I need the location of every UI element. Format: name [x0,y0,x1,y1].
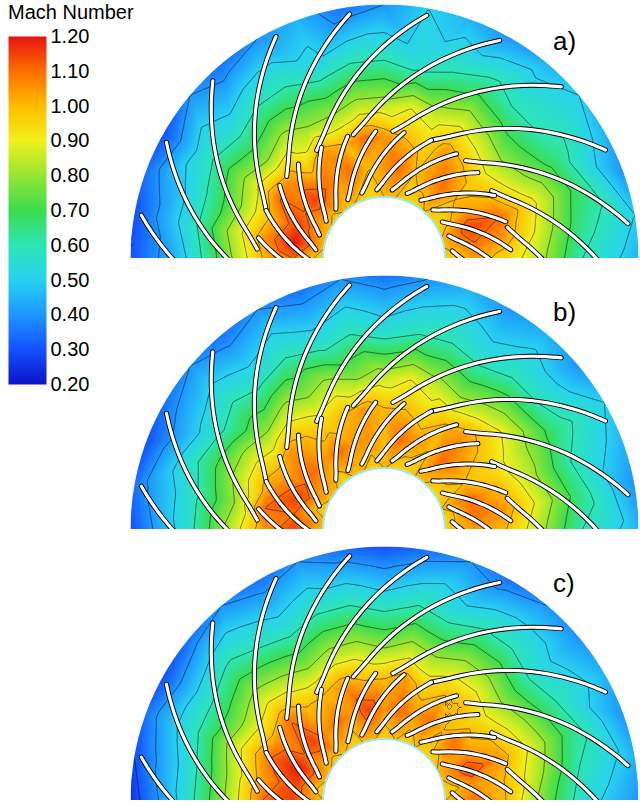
svg-text:0.50: 0.50 [51,269,90,291]
html-text:b): b) [553,297,577,327]
html-text:a): a) [553,26,577,56]
svg-text:0.30: 0.30 [51,338,90,360]
svg-text:0.80: 0.80 [51,164,90,186]
html-text:Mach Number: Mach Number [8,1,134,23]
svg-text:0.70: 0.70 [51,199,90,221]
svg-text:0.60: 0.60 [51,234,90,256]
html-text:c): c) [553,568,575,598]
svg-text:1.10: 1.10 [51,60,90,82]
svg-text:1.20: 1.20 [51,25,90,47]
svg-text:0.90: 0.90 [51,129,90,151]
svg-text:1.00: 1.00 [51,95,90,117]
svg-text:0.40: 0.40 [51,303,90,325]
svg-text:0.20: 0.20 [51,373,90,395]
